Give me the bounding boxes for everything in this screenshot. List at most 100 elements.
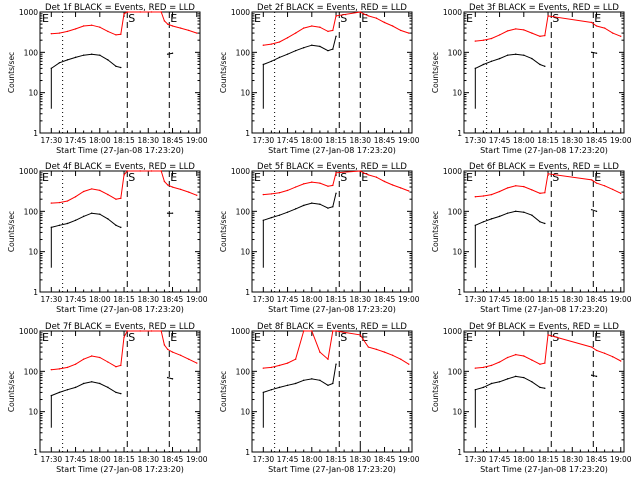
lld-point	[408, 190, 410, 192]
events-point	[82, 54, 85, 56]
lld-point	[375, 17, 378, 19]
events-point	[270, 216, 273, 219]
x-tick-label: 18:45	[374, 295, 396, 304]
events-point	[99, 382, 101, 385]
y-tick-label: 1000	[19, 8, 38, 17]
y-tick-label: 1	[33, 129, 38, 138]
events-point	[498, 57, 501, 60]
events-point	[74, 56, 77, 59]
x-tick-label: 18:00	[89, 455, 111, 464]
lld-point	[163, 180, 166, 183]
x-tick-label: 18:30	[349, 455, 371, 464]
events-point	[120, 66, 122, 69]
lld-point	[294, 358, 297, 360]
lld-point	[367, 346, 370, 348]
x-tick-label: 18:15	[537, 455, 559, 464]
lld-point	[58, 32, 61, 34]
y-tick-label: 100	[448, 48, 463, 57]
y-tick-label: 10	[28, 408, 38, 417]
y-tick-label: 100	[448, 207, 463, 216]
x-tick-label: 18:15	[537, 295, 559, 304]
events-point	[539, 221, 541, 223]
x-axis-label: Start Time (27-Jan-08 17:23:20)	[56, 146, 184, 155]
events-point	[595, 375, 598, 378]
events-point	[99, 213, 101, 215]
events-point	[166, 53, 169, 55]
lld-point	[126, 11, 128, 13]
lld-point	[311, 181, 313, 183]
events-point	[91, 212, 93, 214]
events-point	[66, 222, 69, 225]
panel-det-4: Det 4f BLACK = Events, RED = LLD 1 10 100 10…	[7, 162, 208, 314]
lld-point	[50, 32, 53, 35]
lld-point	[375, 176, 378, 178]
events-point	[544, 222, 546, 225]
events-point	[166, 212, 169, 214]
panel-det-9: Det 9f BLACK = Events, RED = LLD 1 10 100 10…	[431, 322, 632, 474]
lld-point	[196, 362, 198, 364]
y-tick-label: 1	[245, 448, 250, 457]
event-marker-label: E	[254, 12, 261, 25]
lld-point	[506, 187, 509, 189]
lld-point	[107, 193, 109, 196]
panel-title: Det 3f BLACK = Events, RED = LLD	[469, 3, 619, 13]
lld-point	[399, 29, 402, 32]
lld-point	[362, 172, 365, 174]
events-point	[58, 62, 61, 64]
y-tick-label: 1000	[443, 327, 462, 336]
y-tick-label: 1	[457, 448, 462, 457]
events-point	[319, 379, 321, 381]
lld-point	[391, 184, 394, 186]
x-tick-label: 17:30	[253, 455, 275, 464]
events-point	[523, 211, 525, 213]
lld-point	[367, 15, 370, 17]
events-point	[539, 63, 541, 66]
lld-point	[332, 184, 334, 187]
series-line-lld	[263, 170, 409, 196]
events-point	[120, 226, 122, 229]
panel-title: Det 5f BLACK = Events, RED = LLD	[257, 162, 407, 172]
series-line-events	[263, 364, 337, 393]
lld-point	[303, 330, 305, 332]
y-tick-label: 1	[457, 288, 462, 297]
x-tick-label: 18:30	[137, 295, 159, 304]
event-marker-label: S	[340, 12, 347, 25]
lld-point	[311, 25, 313, 27]
y-tick-label: 10	[28, 248, 38, 257]
y-tick-label: 100	[236, 48, 251, 57]
panel-title: Det 8f BLACK = Events, RED = LLD	[257, 322, 407, 332]
x-tick-label: 19:00	[398, 455, 420, 464]
event-marker-label: E	[42, 12, 49, 25]
lld-point	[544, 191, 546, 194]
lld-point	[139, 170, 141, 172]
events-point	[91, 381, 93, 383]
x-tick-label: 19:00	[186, 455, 208, 464]
x-tick-label: 19:00	[610, 455, 632, 464]
lld-point	[163, 20, 166, 22]
lld-point	[270, 43, 273, 45]
x-axis-label: Start Time (27-Jan-08 17:23:20)	[56, 305, 184, 314]
lld-point	[160, 330, 162, 332]
x-axis-label: Start Time (27-Jan-08 17:23:20)	[56, 465, 184, 474]
lld-point	[294, 32, 297, 34]
events-point	[335, 192, 337, 194]
x-tick-label: 18:00	[89, 136, 111, 145]
event-marker-label: S	[552, 12, 559, 25]
lld-point	[547, 173, 549, 175]
x-tick-label: 17:45	[65, 295, 87, 304]
lld-point	[539, 192, 541, 194]
y-tick-label: 100	[236, 367, 251, 376]
lld-point	[139, 330, 141, 332]
event-marker-label: S	[128, 331, 135, 344]
event-marker-label: E	[254, 331, 261, 344]
lld-point	[408, 32, 410, 34]
axes-frame	[463, 11, 625, 134]
lld-point	[391, 354, 394, 356]
x-tick-label: 18:45	[162, 455, 184, 464]
event-marker-label: S	[128, 12, 135, 25]
events-point	[327, 207, 329, 209]
x-tick-label: 17:30	[465, 455, 487, 464]
x-tick-label: 18:30	[137, 455, 159, 464]
lld-point	[286, 189, 289, 192]
event-marker-label: E	[42, 171, 49, 184]
